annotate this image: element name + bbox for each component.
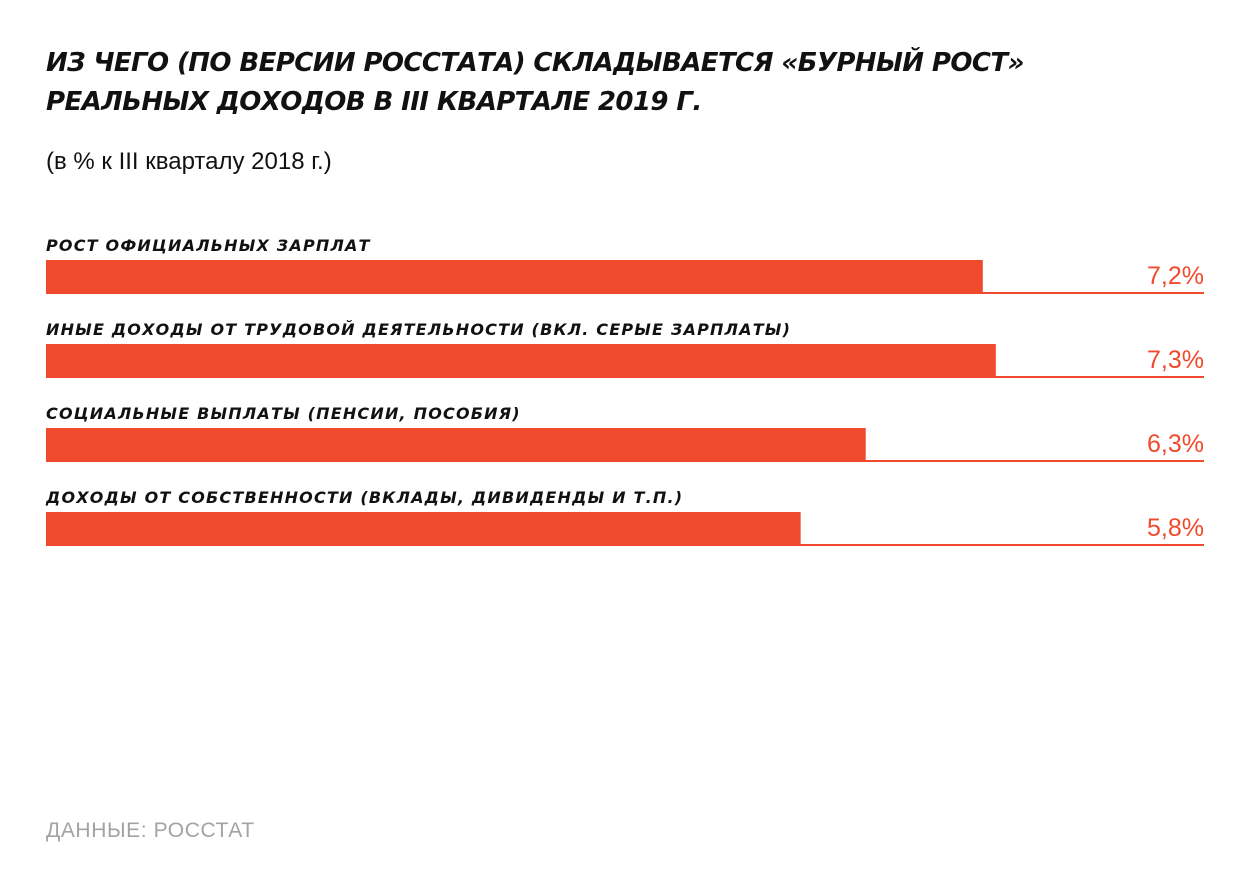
bar: [46, 260, 983, 294]
bar-category-label: ДОХОДЫ ОТ СОБСТВЕННОСТИ (ВКЛАДЫ, ДИВИДЕН…: [45, 488, 683, 507]
bar-category-label: ИНЫЕ ДОХОДЫ ОТ ТРУДОВОЙ ДЕЯТЕЛЬНОСТИ (ВК…: [46, 320, 791, 339]
chart-title-line-2: РЕАЛЬНЫХ ДОХОДОВ В III КВАРТАЛЕ 2019 Г.: [46, 87, 702, 117]
bar-value-label: 5,8%: [1147, 514, 1204, 542]
bar-category-label: СОЦИАЛЬНЫЕ ВЫПЛАТЫ (ПЕНСИИ, ПОСОБИЯ): [46, 404, 521, 423]
chart-subtitle: (в % к III кварталу 2018 г.): [46, 148, 332, 175]
bar: [46, 428, 866, 462]
source-note: ДАННЫЕ: РОССТАТ: [46, 819, 255, 842]
chart-title: ИЗ ЧЕГО (ПО ВЕРСИИ РОССТАТА) СКЛАДЫВАЕТС…: [46, 44, 1196, 122]
bar: [46, 344, 996, 378]
bar-value-label: 6,3%: [1147, 430, 1204, 458]
bar-value-label: 7,2%: [1147, 262, 1204, 290]
chart-title-line-1: ИЗ ЧЕГО (ПО ВЕРСИИ РОССТАТА) СКЛАДЫВАЕТС…: [46, 48, 1024, 78]
bar: [46, 512, 801, 546]
bar-category-label: РОСТ ОФИЦИАЛЬНЫХ ЗАРПЛАТ: [46, 236, 371, 255]
bar-value-label: 7,3%: [1147, 346, 1204, 374]
